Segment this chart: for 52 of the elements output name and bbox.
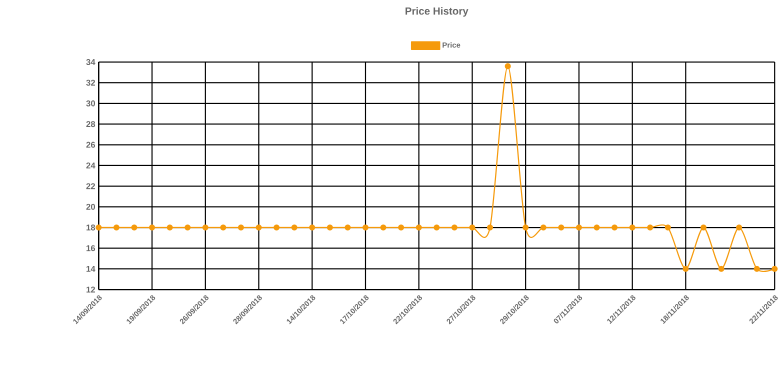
- point: [486, 224, 494, 231]
- point: [184, 224, 191, 231]
- point: [576, 224, 582, 231]
- point: [522, 224, 529, 231]
- point: [256, 224, 262, 231]
- point: [629, 224, 636, 231]
- y-tick-label: 20: [86, 204, 96, 210]
- point: [113, 224, 120, 231]
- point: [558, 224, 564, 231]
- y-tick-label: 14: [86, 266, 96, 272]
- point: [220, 224, 226, 231]
- y-tick-label: 34: [86, 59, 96, 65]
- point: [594, 224, 600, 231]
- point: [362, 224, 369, 231]
- point: [96, 224, 102, 231]
- y-tick-label: 18: [86, 224, 96, 230]
- point: [434, 224, 440, 231]
- y-tick-label: 30: [86, 100, 96, 106]
- point: [380, 224, 386, 231]
- y-tick-label: 26: [86, 142, 96, 148]
- y-tick-label: 28: [86, 121, 96, 128]
- y-tick-label: 22: [86, 183, 96, 190]
- point: [309, 224, 316, 231]
- point: [344, 224, 351, 231]
- point: [664, 224, 671, 231]
- y-tick-label: 32: [86, 80, 96, 86]
- point: [682, 266, 689, 272]
- point: [647, 224, 654, 231]
- y-tick-label: 12: [86, 286, 96, 292]
- point: [469, 224, 476, 231]
- point: [326, 224, 333, 231]
- chart-title: Price History: [406, 7, 468, 17]
- point: [274, 224, 280, 231]
- point: [398, 224, 404, 231]
- point: [718, 266, 724, 272]
- y-tick-label: 16: [86, 245, 96, 252]
- point: [451, 224, 458, 231]
- point: [504, 63, 511, 70]
- point: [166, 224, 173, 231]
- point: [416, 224, 422, 231]
- point: [148, 224, 156, 231]
- y-tick-label: 24: [86, 162, 96, 168]
- point: [736, 224, 742, 231]
- point: [202, 224, 208, 231]
- point: [754, 266, 760, 272]
- point: [700, 224, 707, 231]
- point: [772, 266, 778, 272]
- point: [238, 224, 244, 231]
- point: [540, 224, 546, 231]
- point: [131, 224, 138, 231]
- point: [291, 224, 298, 231]
- point: [612, 224, 618, 231]
